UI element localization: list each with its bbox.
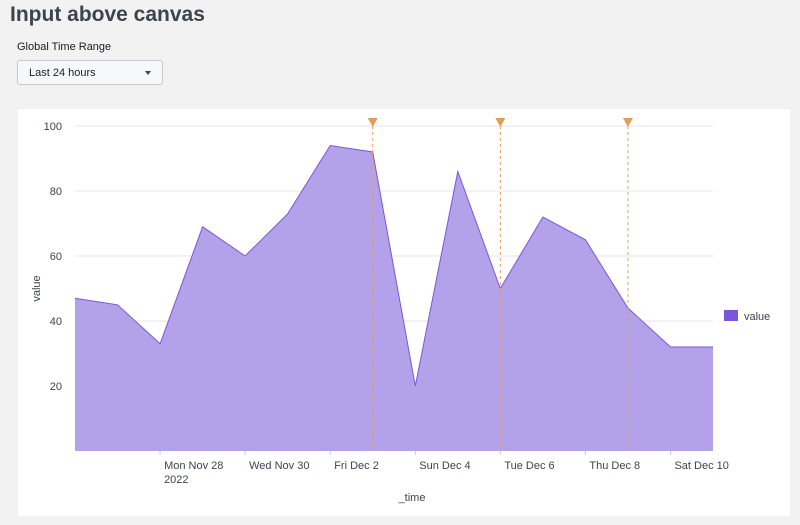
caret-down-icon [145, 71, 151, 75]
y-tick-label: 60 [50, 251, 62, 263]
series-area-value[interactable] [75, 145, 713, 452]
chart-panel: 20 40 60 80 100 Mon Nov 28 2022 Wed Nov 30 Fri … [18, 109, 790, 516]
legend-label-value: value [744, 311, 770, 323]
annotation-marker-icon[interactable] [622, 118, 633, 127]
time-range-label: Global Time Range [17, 41, 112, 53]
time-range-selected-value: Last 24 hours [29, 67, 96, 79]
x-tick-label: Sat Dec 10 [674, 460, 728, 472]
y-axis-title: value [31, 275, 43, 301]
y-tick-label: 80 [50, 186, 62, 198]
y-axis: 20 40 60 80 100 [44, 121, 62, 393]
annotation-marker-icon[interactable] [495, 118, 506, 127]
annotations [367, 118, 633, 451]
x-tick-label: Sun Dec 4 [419, 460, 470, 472]
legend-swatch [724, 310, 738, 321]
y-tick-label: 20 [50, 381, 62, 393]
x-axis-title: _time [398, 492, 426, 504]
area-layer [74, 144, 713, 452]
time-range-dropdown[interactable]: Last 24 hours [17, 60, 163, 85]
area-chart: 20 40 60 80 100 Mon Nov 28 2022 Wed Nov 30 Fri … [31, 118, 770, 504]
x-tick-label: Mon Nov 28 [164, 460, 223, 472]
legend[interactable]: value [724, 310, 770, 323]
x-tick-sublabel: 2022 [164, 474, 188, 486]
x-axis: Mon Nov 28 2022 Wed Nov 30 Fri Dec 2 Sun Dec… [159, 451, 729, 486]
series-line-value [74, 144, 713, 387]
x-tick-label: Thu Dec 8 [589, 460, 640, 472]
x-tick-label: Tue Dec 6 [504, 460, 554, 472]
annotation-marker-icon[interactable] [367, 118, 378, 127]
x-tick-label: Wed Nov 30 [249, 460, 309, 472]
y-tick-label: 100 [44, 121, 62, 133]
x-tick-label: Fri Dec 2 [334, 460, 379, 472]
page-title: Input above canvas [10, 3, 205, 26]
y-tick-label: 40 [50, 316, 62, 328]
